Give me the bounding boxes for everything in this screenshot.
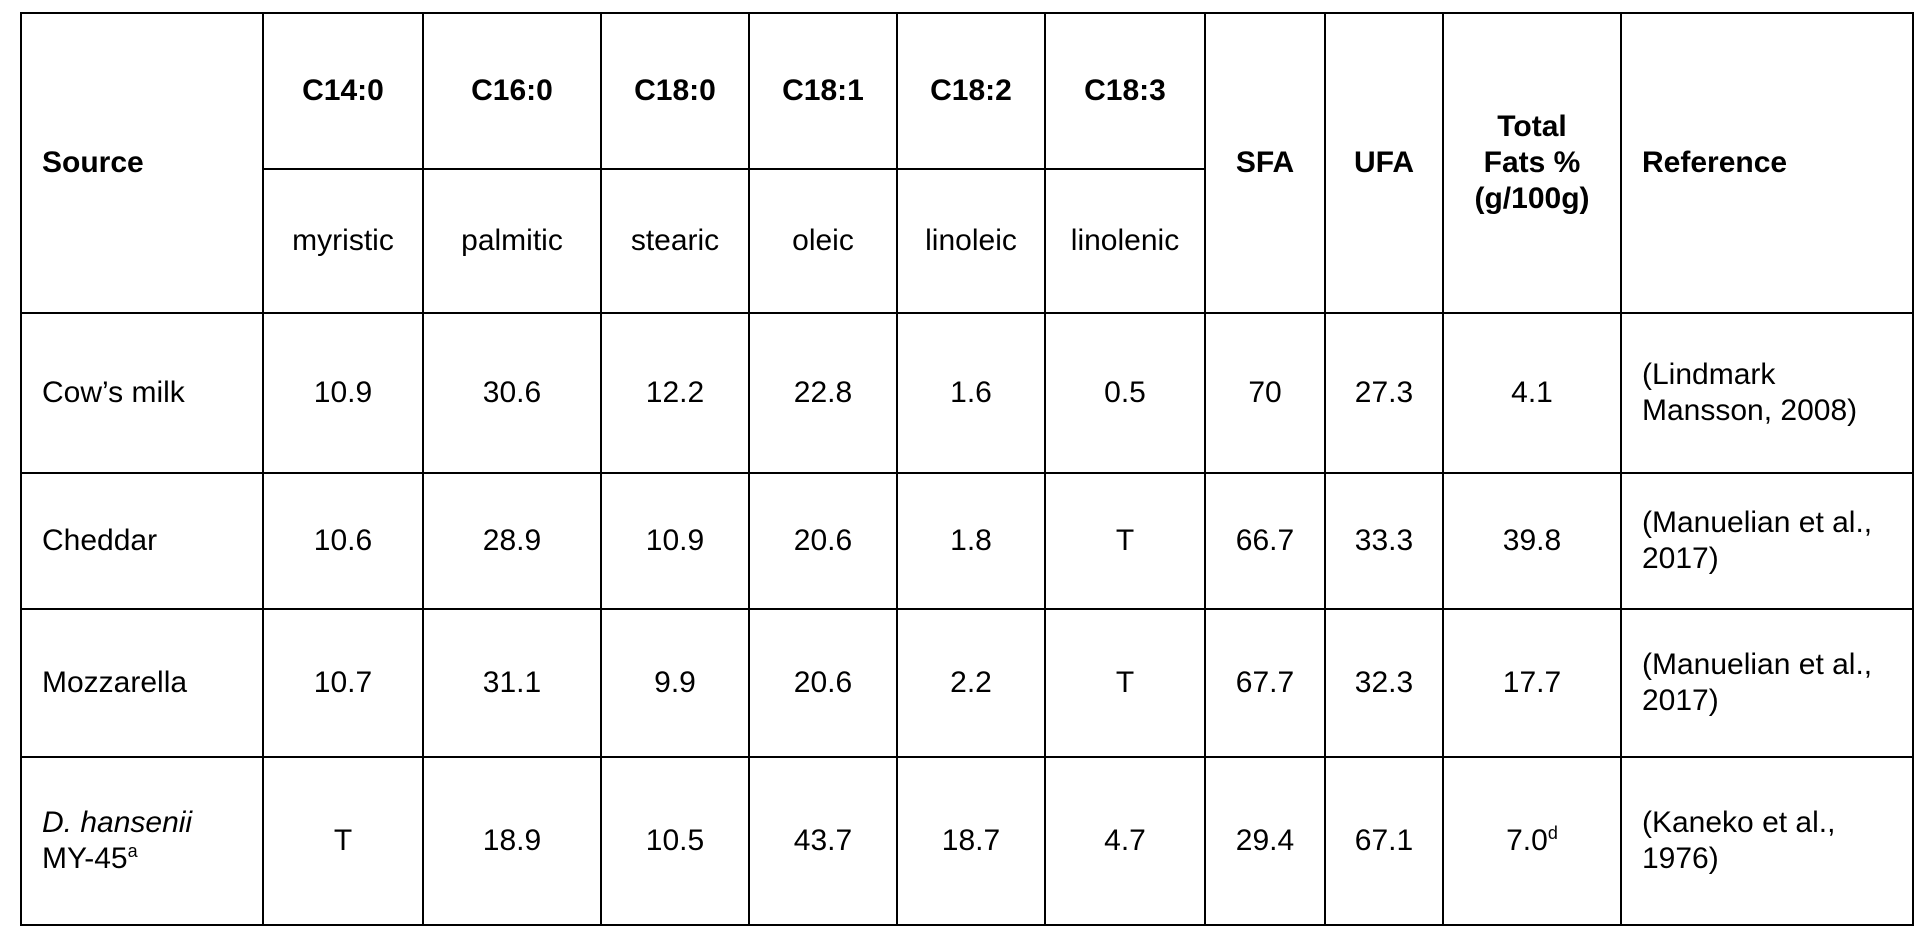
header-reference: Reference: [1621, 13, 1913, 313]
cell-value: 30.6: [423, 313, 601, 473]
cell-value: 12.2: [601, 313, 749, 473]
cell-source-strain: MY-45: [42, 842, 128, 875]
table-row: Mozzarella 10.7 31.1 9.9 20.6 2.2 T 67.7…: [21, 609, 1913, 757]
cell-value: 10.5: [601, 757, 749, 925]
cell-reference: (Kaneko et al., 1976): [1621, 757, 1913, 925]
cell-sfa: 67.7: [1205, 609, 1325, 757]
cell-ufa: 67.1: [1325, 757, 1443, 925]
header-acid-name: myristic: [263, 169, 423, 313]
header-acid-name: linolenic: [1045, 169, 1205, 313]
fatty-acid-table: Source C14:0 C16:0 C18:0 C18:1 C18:2 C18…: [20, 12, 1914, 926]
cell-value: 1.8: [897, 473, 1045, 609]
cell-value: T: [1045, 609, 1205, 757]
cell-value: T: [263, 757, 423, 925]
cell-value: 1.6: [897, 313, 1045, 473]
header-code: C18:1: [749, 13, 897, 169]
header-acid-name: stearic: [601, 169, 749, 313]
cell-ufa: 33.3: [1325, 473, 1443, 609]
cell-source: Cheddar: [21, 473, 263, 609]
header-code: C18:3: [1045, 13, 1205, 169]
table-row: D. hansenii MY-45a T 18.9 10.5 43.7 18.7…: [21, 757, 1913, 925]
header-acid-name: linoleic: [897, 169, 1045, 313]
cell-sfa: 66.7: [1205, 473, 1325, 609]
cell-value: 18.7: [897, 757, 1045, 925]
table-row: Cow’s milk 10.9 30.6 12.2 22.8 1.6 0.5 7…: [21, 313, 1913, 473]
cell-total: 7.0d: [1443, 757, 1621, 925]
cell-reference: (Manuelian et al., 2017): [1621, 609, 1913, 757]
cell-total: 17.7: [1443, 609, 1621, 757]
cell-source: D. hansenii MY-45a: [21, 757, 263, 925]
cell-source: Mozzarella: [21, 609, 263, 757]
cell-value: 10.6: [263, 473, 423, 609]
cell-source: Cow’s milk: [21, 313, 263, 473]
cell-value: 31.1: [423, 609, 601, 757]
cell-value: 10.9: [263, 313, 423, 473]
header-code: C18:0: [601, 13, 749, 169]
cell-value: 9.9: [601, 609, 749, 757]
header-acid-name: oleic: [749, 169, 897, 313]
cell-value: 28.9: [423, 473, 601, 609]
cell-total: 4.1: [1443, 313, 1621, 473]
cell-ufa: 27.3: [1325, 313, 1443, 473]
header-ufa: UFA: [1325, 13, 1443, 313]
cell-reference: (Lindmark Mansson, 2008): [1621, 313, 1913, 473]
cell-total-value: 7.0: [1506, 824, 1548, 857]
cell-value: 22.8: [749, 313, 897, 473]
cell-value: 43.7: [749, 757, 897, 925]
footnote-marker: d: [1548, 823, 1558, 843]
footnote-marker: a: [128, 841, 138, 861]
cell-value: 4.7: [1045, 757, 1205, 925]
cell-value: 10.7: [263, 609, 423, 757]
header-total-fats: Total Fats % (g/100g): [1443, 13, 1621, 313]
cell-reference: (Manuelian et al., 2017): [1621, 473, 1913, 609]
cell-value: 18.9: [423, 757, 601, 925]
cell-value: 20.6: [749, 609, 897, 757]
cell-sfa: 70: [1205, 313, 1325, 473]
cell-value: 20.6: [749, 473, 897, 609]
cell-total: 39.8: [1443, 473, 1621, 609]
cell-value: 2.2: [897, 609, 1045, 757]
cell-value: 10.9: [601, 473, 749, 609]
header-sfa: SFA: [1205, 13, 1325, 313]
table-row: Cheddar 10.6 28.9 10.9 20.6 1.8 T 66.7 3…: [21, 473, 1913, 609]
cell-value: 0.5: [1045, 313, 1205, 473]
header-acid-name: palmitic: [423, 169, 601, 313]
cell-sfa: 29.4: [1205, 757, 1325, 925]
header-code: C18:2: [897, 13, 1045, 169]
cell-value: T: [1045, 473, 1205, 609]
cell-ufa: 32.3: [1325, 609, 1443, 757]
header-code: C16:0: [423, 13, 601, 169]
header-code: C14:0: [263, 13, 423, 169]
cell-source-species: D. hansenii: [42, 806, 192, 839]
header-source: Source: [21, 13, 263, 313]
